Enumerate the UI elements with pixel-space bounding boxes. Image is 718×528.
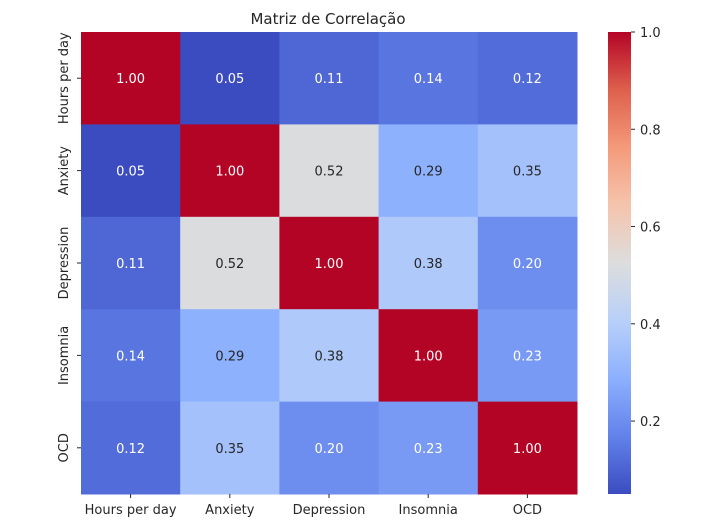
heatmap-cell [279, 124, 380, 218]
heatmap-cell-value: 0.11 [315, 72, 344, 87]
heatmap-cell-value: 0.11 [116, 257, 145, 272]
y-tick-label: OCD [57, 433, 72, 462]
heatmap-cell [279, 32, 380, 125]
heatmap-cell [81, 309, 181, 403]
heatmap-cell [81, 216, 181, 310]
heatmap-cell [477, 124, 578, 218]
heatmap-cell-value: 0.23 [513, 349, 542, 364]
heatmap-cell-value: 1.00 [414, 349, 443, 364]
heatmap-cell [180, 401, 280, 495]
heatmap-cell-value: 0.35 [513, 165, 542, 180]
heatmap-cell [81, 124, 181, 218]
heatmap-cell [279, 216, 380, 310]
heatmap-cell-value: 0.23 [414, 442, 443, 457]
heatmap-cell-value: 1.00 [116, 72, 145, 87]
heatmap-cell-value: 0.52 [215, 257, 244, 272]
heatmap-cell [180, 124, 280, 218]
x-tick-label: OCD [513, 503, 542, 518]
heatmap-cell [81, 401, 181, 495]
y-tick-label: Depression [57, 227, 72, 300]
heatmap-cell [180, 309, 280, 403]
y-axis: Hours per day Anxiety Depression Insomnia OC… [57, 32, 81, 462]
heatmap-cell-value: 0.38 [414, 257, 443, 272]
heatmap-cell [378, 32, 479, 125]
heatmap-cell-value: 0.12 [513, 72, 542, 87]
x-tick-label: Anxiety [205, 503, 255, 518]
heatmap-cell-value: 0.29 [414, 165, 443, 180]
heatmap-cell-value: 0.20 [315, 442, 344, 457]
colorbar: 0.2 0.4 0.6 0.8 1.0 [608, 26, 661, 494]
x-tick-label: Hours per day [85, 503, 177, 518]
heatmap-cell [378, 124, 479, 218]
heatmap-cell-value: 1.00 [513, 442, 542, 457]
colorbar-tick-label: 0.8 [640, 123, 661, 138]
colorbar-tick-label: 0.4 [640, 318, 661, 333]
x-tick-label: Insomnia [399, 503, 458, 518]
heatmap-cell-value: 0.20 [513, 257, 542, 272]
heatmap-cell-value: 0.14 [116, 349, 145, 364]
heatmap-cell [477, 401, 578, 495]
heatmap-cell [477, 32, 578, 125]
heatmap-cell-value: 0.05 [116, 165, 145, 180]
chart-title: Matriz de Correlação [250, 10, 405, 28]
heatmap-cell [378, 216, 479, 310]
heatmap-cell [279, 309, 380, 403]
heatmap-cell-value: 0.14 [414, 72, 443, 87]
heatmap-cell [378, 309, 479, 403]
y-tick-label: Insomnia [57, 326, 72, 385]
heatmap-cell [180, 216, 280, 310]
colorbar-tick-label: 0.6 [640, 221, 661, 236]
colorbar-tick-label: 0.2 [640, 415, 661, 430]
heatmap-cell-value: 0.35 [215, 442, 244, 457]
y-tick-label: Anxiety [57, 146, 72, 196]
heatmap-cell-value: 0.12 [116, 442, 145, 457]
heatmap-cell-value: 0.52 [315, 165, 344, 180]
x-axis: Hours per day Anxiety Depression Insomnia OC… [85, 494, 542, 518]
heatmap-cell [378, 401, 479, 495]
colorbar-tick-label: 1.0 [640, 26, 661, 41]
heatmap-cell [477, 309, 578, 403]
heatmap-cell-value: 1.00 [215, 165, 244, 180]
heatmap-cells: 1.00 0.05 0.11 0.14 0.12 0.05 1.00 0.52 0.29 0.35… [81, 32, 578, 495]
heatmap-cell [180, 32, 280, 125]
heatmap-cell-value: 0.38 [315, 349, 344, 364]
heatmap-cell-value: 1.00 [315, 257, 344, 272]
heatmap-cell [477, 216, 578, 310]
heatmap-cell-value: 0.05 [215, 72, 244, 87]
y-tick-label: Hours per day [57, 32, 72, 124]
heatmap-cell [279, 401, 380, 495]
heatmap-cell-value: 0.29 [215, 349, 244, 364]
x-tick-label: Depression [293, 503, 366, 518]
heatmap-cell [81, 32, 181, 125]
colorbar-gradient [608, 32, 631, 494]
